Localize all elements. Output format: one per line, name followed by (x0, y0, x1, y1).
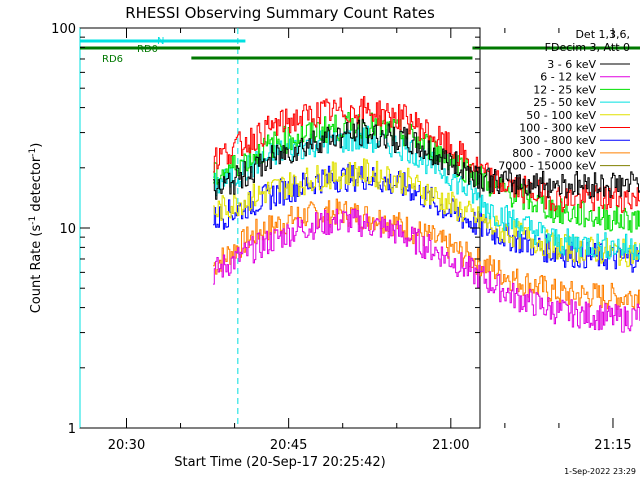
series-line (213, 208, 640, 333)
legend-label: 100 - 300 keV (519, 122, 596, 135)
x-axis-label: Start Time (20-Sep-17 20:25:42) (174, 455, 385, 470)
series-12-25kev (213, 112, 640, 233)
x-tick-label: 21:15 (594, 438, 631, 453)
y-axis-label-mid: detector (29, 156, 44, 216)
axis-ticks: 11010020:3020:4521:0021:1521:3021:4522:0… (51, 22, 632, 453)
footer-date: 1-Sep-2022 23:29 (564, 467, 636, 476)
y-axis-label-main: Count Rate (s (29, 225, 44, 314)
rd0-flag-label: RD0 (137, 44, 158, 55)
y-tick-label: 10 (59, 222, 76, 237)
legend-label: 6 - 12 keV (540, 71, 596, 84)
legend-label: 7000 - 15000 keV (498, 160, 596, 173)
series-layer (213, 96, 640, 333)
legend-label: 300 - 800 keV (519, 134, 596, 147)
y-axis-label-sup2: -1 (28, 148, 38, 157)
y-tick-label: 1 (68, 422, 76, 437)
legend-label: 12 - 25 keV (533, 83, 596, 96)
legend-label: 800 - 7000 keV (512, 147, 596, 160)
legend-label: 25 - 50 keV (533, 96, 596, 109)
series-line (213, 112, 640, 233)
x-tick-label: 21:00 (432, 438, 469, 453)
series-line (213, 119, 640, 200)
legend-header-line-2: FDecim 3, Att 0 (545, 41, 630, 54)
chart-title: RHESSI Observing Summary Count Rates (125, 4, 435, 22)
legend-label: 3 - 6 keV (547, 58, 596, 71)
x-tick-label: 20:30 (108, 438, 145, 453)
series-800-7000kev (213, 198, 640, 310)
series-6-12kev (213, 208, 640, 333)
legend-header-line-1: Det 1,3,6, (575, 28, 630, 41)
series-line (213, 198, 640, 310)
series-3-6kev (213, 119, 640, 200)
attenuator-flag-label: N (157, 36, 164, 47)
y-axis-label: Count Rate (s-1 detector-1) (28, 143, 44, 314)
y-axis-label-end: ) (29, 143, 44, 148)
rd6-flag-label: RD6 (102, 54, 123, 65)
legend-label: 50 - 100 keV (526, 109, 596, 122)
y-axis-label-sup1: -1 (28, 216, 38, 225)
x-tick-label: 20:45 (270, 438, 307, 453)
y-tick-label: 100 (51, 22, 76, 37)
